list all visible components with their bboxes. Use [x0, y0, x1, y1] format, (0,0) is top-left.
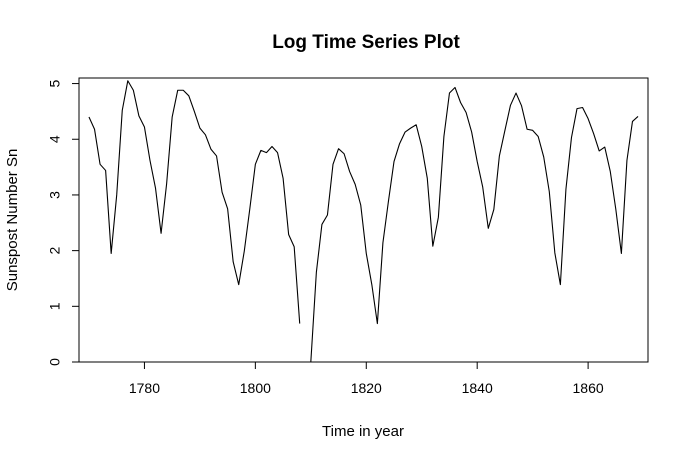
- x-axis: 1780 1800 1820 1840 1860: [129, 361, 604, 396]
- y-tick-label: 3: [47, 191, 63, 199]
- y-axis: 0 1 2 3 4 5: [47, 79, 80, 366]
- y-tick-label: 1: [47, 302, 63, 310]
- x-tick-label: 1820: [351, 380, 382, 396]
- chart-title: Log Time Series Plot: [272, 32, 460, 53]
- x-tick-label: 1780: [129, 380, 160, 396]
- x-tick-label: 1840: [462, 380, 493, 396]
- x-tick-label: 1860: [573, 380, 604, 396]
- x-axis-label: Time in year: [322, 423, 404, 440]
- x-tick-label: 1800: [240, 380, 271, 396]
- series-line: [88, 80, 639, 363]
- y-axis-label: Sunspost Number Sn: [4, 149, 21, 292]
- y-tick-label: 4: [47, 135, 63, 143]
- y-tick-label: 5: [47, 79, 63, 87]
- plot-frame: [78, 77, 649, 363]
- y-tick-label: 2: [47, 247, 63, 255]
- y-tick-label: 0: [47, 358, 63, 366]
